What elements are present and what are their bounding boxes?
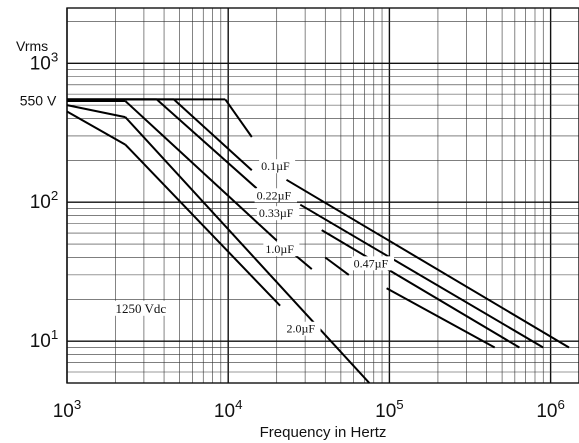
series-line bbox=[156, 98, 258, 190]
curves bbox=[66, 98, 570, 384]
series-label: 0.47µF bbox=[354, 256, 389, 270]
series-line bbox=[299, 203, 544, 349]
annotation-bg bbox=[113, 300, 176, 316]
series-line bbox=[173, 98, 253, 171]
series-line bbox=[124, 100, 278, 242]
labels: 0.1µF 0.22µF 0.33µF 1.0µF 0.47µF 2.0µF 1250 Vd… bbox=[113, 159, 395, 336]
series-label-bg bbox=[263, 242, 300, 257]
series-line bbox=[124, 116, 371, 384]
plot-frame bbox=[66, 7, 579, 384]
annotation: 1250 Vdc bbox=[116, 301, 167, 316]
series-line bbox=[386, 287, 496, 349]
series-label: 1.0µF bbox=[265, 242, 294, 256]
series-label: 2.0µF bbox=[287, 322, 316, 336]
series-label-bg bbox=[256, 206, 300, 221]
series-label: 0.1µF bbox=[261, 159, 290, 173]
tick-label: 550 V bbox=[20, 92, 57, 108]
tick-label: 106 bbox=[536, 397, 565, 422]
series-line bbox=[66, 110, 126, 146]
tick-label: 102 bbox=[30, 188, 59, 213]
series-label: 0.33µF bbox=[259, 206, 294, 220]
series-line bbox=[321, 229, 520, 349]
series-line bbox=[66, 104, 126, 119]
tick-label: 101 bbox=[30, 327, 59, 352]
series-line bbox=[124, 143, 281, 307]
tick-label: 103 bbox=[30, 49, 59, 74]
series-label-bg bbox=[259, 159, 296, 174]
ticks: 103 104 105 106 101 102 103 550 V bbox=[20, 49, 565, 422]
x-axis-label: Frequency in Hertz bbox=[260, 424, 387, 441]
tick-label: 105 bbox=[375, 397, 404, 422]
series-label-bg bbox=[284, 321, 321, 336]
series-label-bg bbox=[254, 188, 297, 203]
grid bbox=[66, 7, 579, 384]
y-axis-label: Vrms bbox=[16, 38, 48, 54]
series-label: 0.22µF bbox=[257, 188, 292, 202]
series-line bbox=[285, 178, 570, 349]
series-label-bg bbox=[351, 256, 395, 271]
series-line bbox=[224, 98, 253, 138]
tick-label: 103 bbox=[53, 397, 82, 422]
tick-label: 104 bbox=[214, 397, 243, 422]
series-line bbox=[324, 256, 350, 276]
